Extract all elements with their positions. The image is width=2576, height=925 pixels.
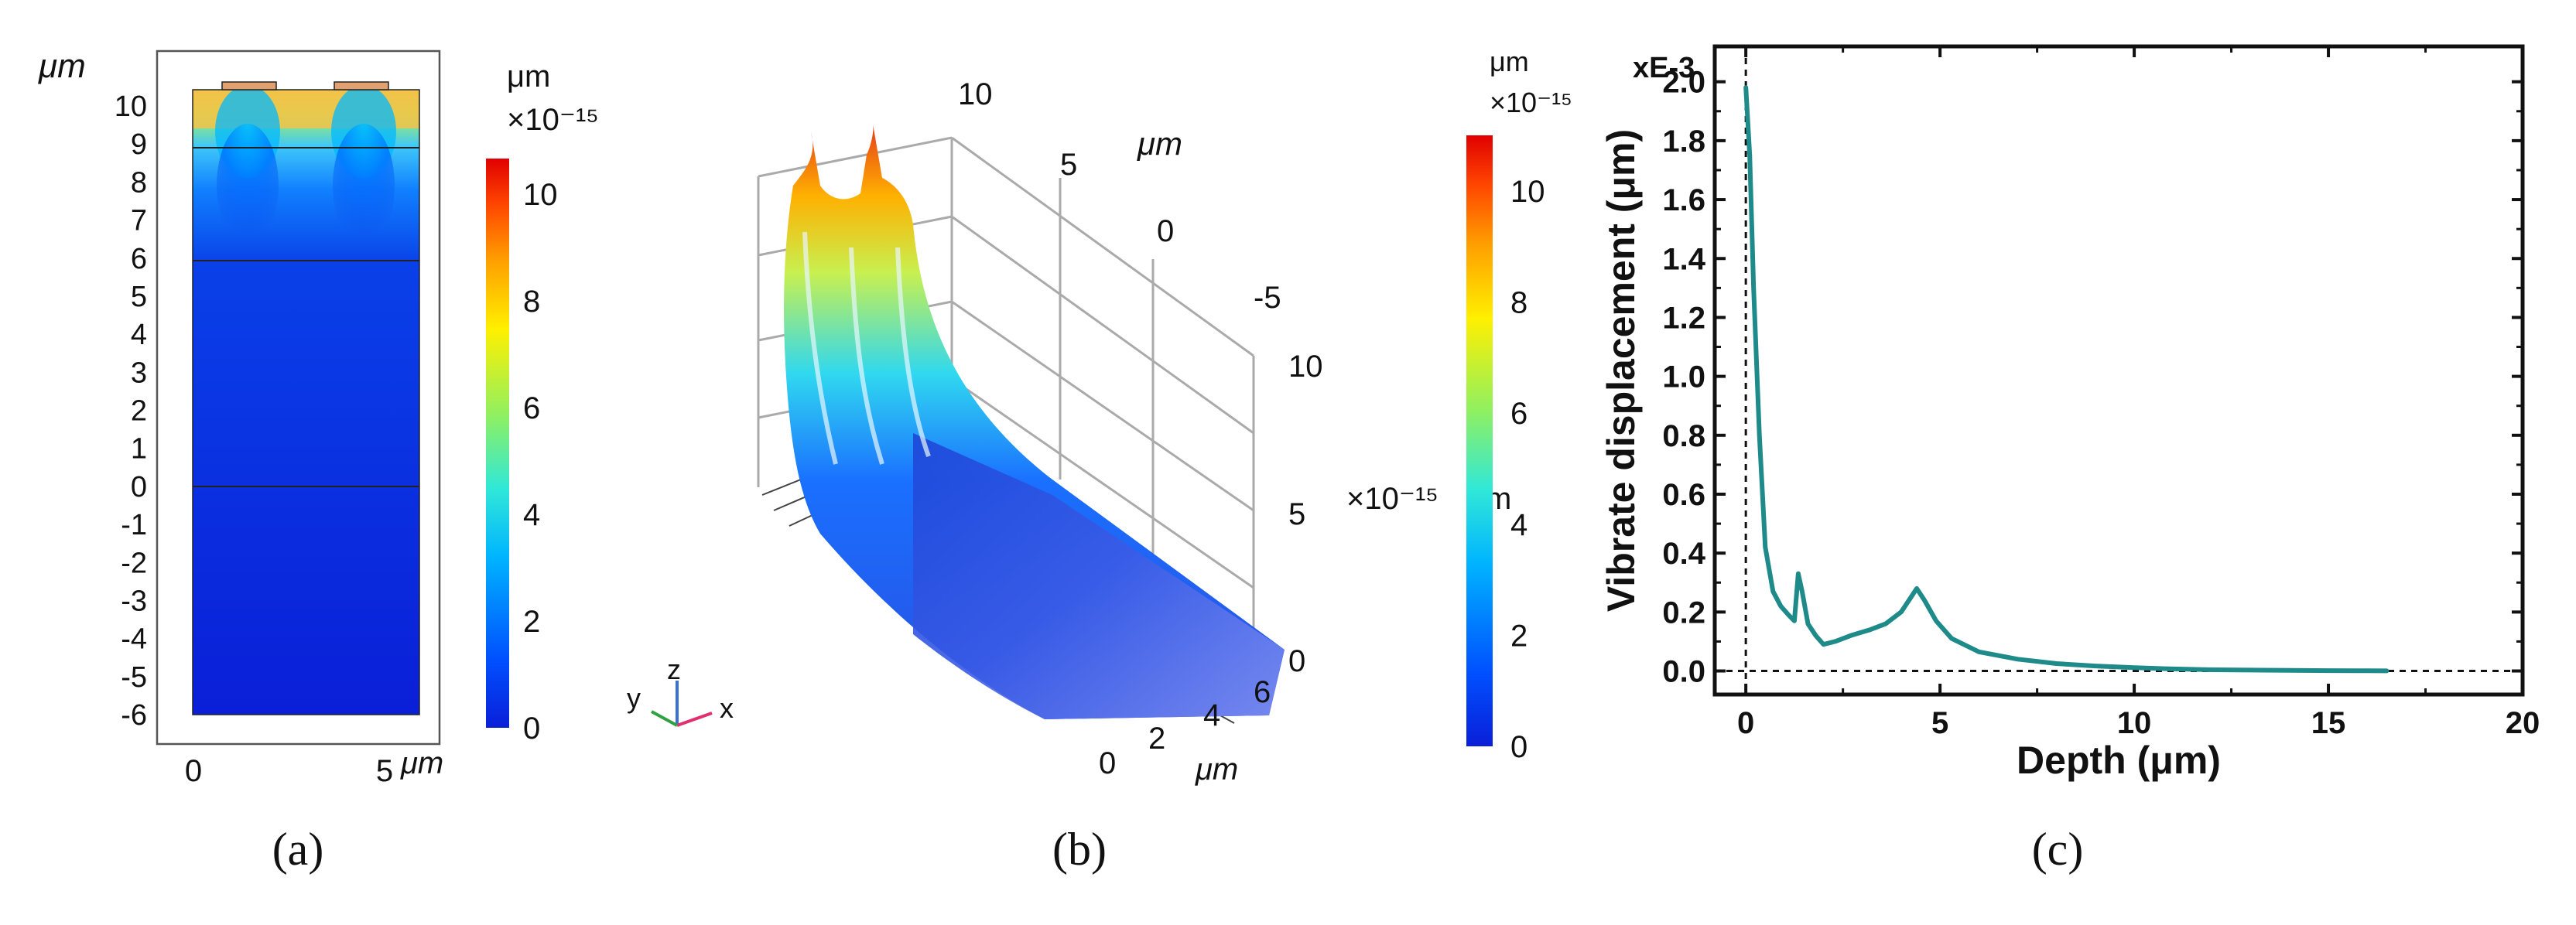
panel-c-series-line — [1743, 85, 2390, 674]
panel-b-colorbar-exponent: ×10⁻¹⁵ — [1490, 87, 1572, 118]
panel-b: 0 5 10 ×10⁻¹⁵ m 10 5 0 -5 μm 0 2 4 6 μm … — [627, 46, 1572, 875]
panel-a-plume-left — [217, 124, 279, 247]
panel-c-x-tick-label: 0 — [1737, 706, 1754, 740]
panel-c-y-tick-label: 2.0 — [1662, 66, 1705, 100]
panel-b-colorbar-tick: 2 — [1510, 619, 1527, 653]
panel-b-colorbar — [1466, 135, 1493, 746]
panel-c-x-tick-label: 15 — [2311, 706, 2346, 740]
panel-b-colorbar-tick: 4 — [1510, 508, 1527, 542]
panel-c-y-tick-label: 1.0 — [1662, 360, 1705, 394]
panel-a-y-tick: 5 — [131, 281, 147, 313]
triad-y-label: y — [627, 682, 641, 714]
panel-a-electrode-right — [334, 81, 389, 90]
panel-a-y-tick: 9 — [131, 128, 147, 161]
panel-c-y-tick-label: 0.8 — [1662, 419, 1705, 453]
panel-b-y-tick-neg5: -5 — [1254, 281, 1281, 315]
panel-b-x-unit: μm — [1195, 753, 1238, 787]
panel-b-colorbar-tick: 0 — [1510, 730, 1527, 764]
panel-a-y-tick: 8 — [131, 166, 147, 199]
panel-a-y-tick: -3 — [121, 585, 147, 617]
panel-c-y-tick-label: 1.4 — [1662, 242, 1705, 276]
panel-b-x-tick-4: 4 — [1203, 698, 1220, 732]
panel-a-y-tick: 6 — [131, 243, 147, 275]
panel-a-x-tick-0: 0 — [185, 754, 202, 788]
panel-c-y-tick-label: 1.6 — [1662, 183, 1705, 217]
panel-b-x-tick-0: 0 — [1099, 746, 1116, 780]
panel-b-surface-highlights — [802, 231, 931, 465]
panel-a-colorbar-exponent: ×10⁻¹⁵ — [507, 103, 599, 137]
panel-a-colorbar-tick: 0 — [523, 712, 540, 746]
panel-b-colorbar-ticks: 0 2 4 6 8 10 — [1510, 175, 1545, 764]
panel-c-y-tick-label: 0.4 — [1662, 537, 1705, 571]
panel-c-label: (c) — [2032, 824, 2084, 875]
panel-c-x-tick-label: 10 — [2117, 706, 2152, 740]
panel-a-colorbar — [486, 159, 509, 728]
panel-a-y-tick: -4 — [121, 623, 147, 656]
panel-b-colorbar-tick: 10 — [1510, 175, 1545, 209]
panel-a-colorbar-tick: 10 — [523, 178, 558, 212]
panel-c-y-tick-label: 0.0 — [1662, 655, 1705, 689]
panel-c-y-tick-label: 0.2 — [1662, 596, 1705, 630]
panel-c-y-tick-label: 1.2 — [1662, 301, 1705, 335]
panel-b-y-unit: μm — [1137, 125, 1182, 162]
panel-b-surface-tail — [913, 433, 1285, 719]
panel-b-orientation-triad: z x y — [627, 654, 734, 727]
panel-a-colorbar-tick: 2 — [523, 605, 540, 639]
panel-a-label: (a) — [272, 824, 324, 875]
panel-c-x-tick-label: 5 — [1931, 706, 1948, 740]
panel-a-y-tick: 10 — [115, 90, 147, 123]
panel-b-colorbar-unit: μm — [1490, 46, 1529, 77]
panel-a-y-tick: -2 — [121, 547, 147, 579]
panel-c-plot-frame — [1712, 44, 2525, 697]
panel-a-y-tick: 4 — [131, 319, 147, 351]
panel-b-y-tick-10: 10 — [958, 77, 993, 111]
panel-c-x-label: Depth (μm) — [2017, 739, 2221, 782]
panel-c-y-tick-label: 0.6 — [1662, 478, 1705, 512]
panel-c-y-tick-label: 1.8 — [1662, 125, 1705, 159]
triad-x-label: x — [720, 692, 734, 724]
panel-c-x-tick-label: 20 — [2506, 706, 2540, 740]
panel-a-y-tick: -1 — [121, 509, 147, 541]
panel-b-z-tick-5: 5 — [1288, 497, 1305, 531]
panel-b-x-tick-2: 2 — [1148, 722, 1165, 756]
panel-c-reference-lines — [1715, 46, 2523, 695]
panel-a-colorbar-tick: 4 — [523, 498, 540, 532]
panel-a-y-unit: μm — [38, 47, 86, 85]
panel-a-y-tick: 7 — [131, 205, 147, 237]
panel-a-plume-right — [333, 124, 395, 247]
panel-a-y-tick: -5 — [121, 661, 147, 694]
panel-b-label: (b) — [1052, 824, 1107, 875]
panel-a-colorbar-tick: 6 — [523, 391, 540, 425]
panel-b-y-tick-0: 0 — [1157, 214, 1174, 248]
panel-a-x-unit: μm — [400, 746, 443, 780]
panel-c: xE-3 0.0 0.2 0.4 0.6 0.8 1.0 1.2 1.4 1.6 1.8 2.0 0… — [1599, 44, 2540, 875]
panel-a-y-tick: 3 — [131, 357, 147, 389]
panel-a-y-tick: 0 — [131, 471, 147, 503]
panel-b-x-tick-6: 6 — [1254, 675, 1271, 709]
panel-a-electrode-left — [221, 81, 277, 90]
panel-c-y-ticks: 0.0 0.2 0.4 0.6 0.8 1.0 1.2 1.4 1.6 1.8 2.0 — [1662, 66, 2523, 689]
panel-b-z-tick-0: 0 — [1288, 644, 1305, 678]
panel-a-colorbar-tick: 8 — [523, 285, 540, 319]
panel-c-y-multiplier: xE-3 — [1633, 52, 1695, 84]
panel-c-series — [1743, 85, 2390, 674]
panel-a-domain-outline — [192, 89, 420, 715]
panel-c-x-ticks: 0 5 10 15 20 — [1737, 46, 2540, 740]
panel-b-colorbar-tick: 6 — [1510, 397, 1527, 431]
panel-b-z-exponent: ×10⁻¹⁵ — [1346, 482, 1439, 516]
panel-b-colorbar-tick: 8 — [1510, 286, 1527, 320]
panel-b-y-tick-5: 5 — [1060, 148, 1077, 182]
panel-a-y-tick: -6 — [121, 699, 147, 732]
panel-a-colorbar-unit: μm — [507, 60, 550, 94]
panel-a-y-tick: 2 — [131, 395, 147, 428]
panel-a-x-tick-5: 5 — [376, 754, 393, 788]
panel-b-z-tick-10: 10 — [1288, 350, 1323, 384]
panel-a-y-tick: 1 — [131, 433, 147, 466]
panel-c-y-label: Vibrate displacement (μm) — [1599, 129, 1643, 612]
panel-a-colorbar-ticks: 0 2 4 6 8 10 — [523, 178, 558, 746]
triad-z-label: z — [667, 654, 681, 685]
